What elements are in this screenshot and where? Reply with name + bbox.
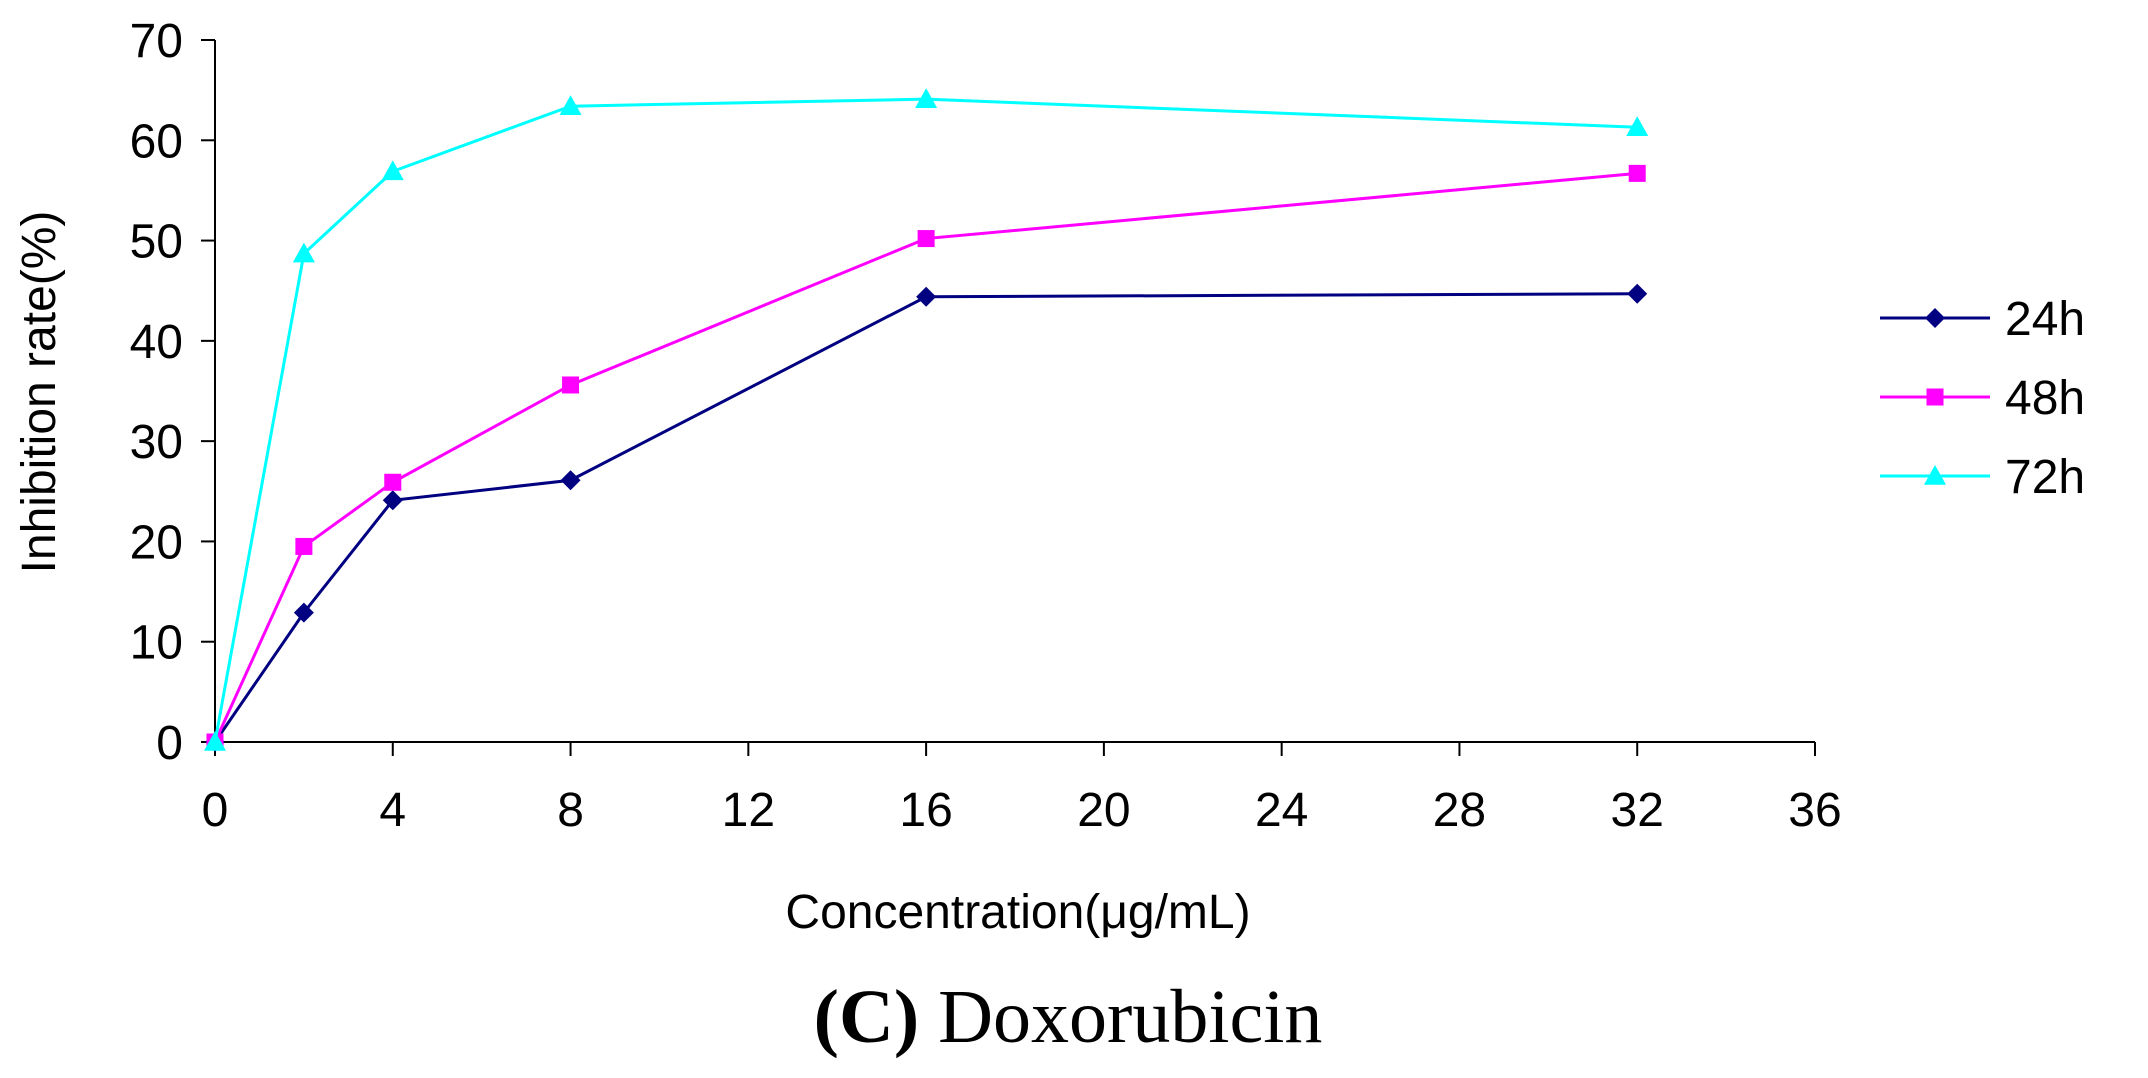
- x-tick-label: 32: [1611, 784, 1664, 837]
- data-point-48h: [562, 376, 580, 394]
- x-tick-label: 24: [1255, 784, 1308, 837]
- x-ticks: 0 4 8 12 16 20 24 28 32 36: [202, 742, 1842, 837]
- y-tick-label: 60: [130, 115, 183, 168]
- data-point-48h: [1628, 164, 1646, 182]
- series-48h: [206, 164, 1646, 751]
- data-point-72h: [381, 160, 404, 181]
- caption-rest: Doxorubicin: [919, 975, 1322, 1059]
- data-point-72h: [292, 242, 315, 263]
- y-tick-label: 0: [156, 717, 183, 770]
- y-ticks: 0 10 20 30 40 50 60 70: [130, 15, 215, 770]
- data-point-48h: [295, 537, 313, 555]
- x-tick-label: 8: [557, 784, 584, 837]
- legend-marker: [1926, 388, 1944, 406]
- x-tick-label: 36: [1788, 784, 1841, 837]
- caption-letter: C: [839, 975, 894, 1059]
- data-point-24h: [916, 286, 937, 307]
- y-tick-label: 50: [130, 216, 183, 269]
- x-tick-label: 16: [899, 784, 952, 837]
- x-tick-label: 4: [379, 784, 406, 837]
- y-tick-label: 30: [130, 416, 183, 469]
- series-line-48h: [213, 171, 1638, 743]
- y-tick-label: 40: [130, 316, 183, 369]
- y-tick-label: 70: [130, 15, 183, 68]
- data-point-72h: [204, 731, 226, 751]
- x-tick-label: 20: [1077, 784, 1130, 837]
- legend-item-72h: 72h: [1880, 451, 2085, 504]
- data-point-48h: [384, 473, 402, 491]
- x-tick-label: 28: [1433, 784, 1486, 837]
- legend-label: 72h: [2005, 451, 2085, 504]
- series-24h: [205, 283, 1648, 752]
- y-axis-title: Inhibition rate(%): [13, 211, 66, 574]
- chart-caption: (C) Doxorubicin: [814, 975, 1323, 1059]
- legend-item-24h: 24h: [1880, 293, 2085, 346]
- y-tick-label: 20: [130, 516, 183, 569]
- legend-marker: [1924, 465, 1946, 485]
- caption-open-paren: (: [814, 975, 839, 1059]
- y-tick-label: 10: [130, 617, 183, 670]
- legend: 24h 48h 72h: [1880, 293, 2085, 504]
- axes: 0 10 20 30 40 50 60 70 0 4 8 12 16 20 24 28 32 36: [130, 15, 1842, 837]
- data-point-48h: [917, 230, 935, 248]
- legend-label: 24h: [2005, 293, 2085, 346]
- series-layer: [204, 88, 1649, 752]
- data-point-24h: [293, 602, 314, 623]
- series-72h: [204, 88, 1649, 751]
- x-axis-title: Concentration(μg/mL): [785, 886, 1250, 939]
- x-tick-label: 0: [202, 784, 229, 837]
- series-line-72h: [213, 97, 1638, 743]
- data-point-72h: [1626, 116, 1649, 137]
- legend-item-48h: 48h: [1880, 372, 2085, 425]
- legend-marker: [1925, 308, 1945, 328]
- data-point-72h: [915, 88, 938, 108]
- data-point-72h: [559, 95, 582, 115]
- data-point-24h: [382, 490, 403, 511]
- caption-close-paren: ): [894, 975, 919, 1059]
- data-point-24h: [1627, 283, 1648, 304]
- data-point-24h: [560, 470, 581, 491]
- series-line-24h: [213, 292, 1638, 743]
- x-tick-label: 12: [722, 784, 775, 837]
- legend-label: 48h: [2005, 372, 2085, 425]
